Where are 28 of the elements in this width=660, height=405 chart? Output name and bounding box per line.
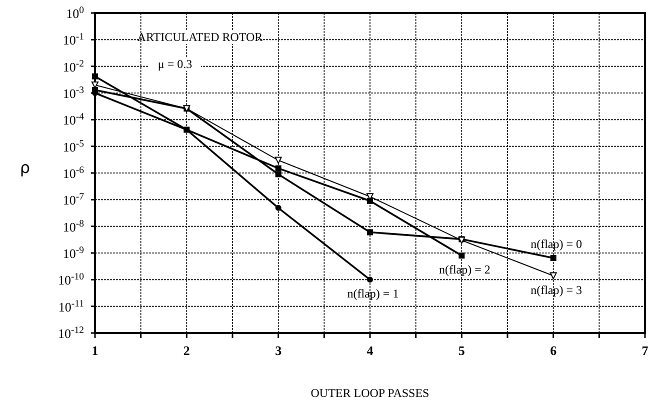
annotation: ARTICULATED ROTOR	[137, 30, 263, 44]
y-tick-label: 10$^{-5}$	[62, 138, 84, 154]
y-tick-label: 10$^{0}$	[66, 4, 84, 21]
y-tick-label: 10$^{-8}$	[62, 218, 84, 234]
y-tick-label: 10$^{-7}$	[62, 191, 84, 208]
y-tick-label: 10$^{-12}$	[58, 324, 84, 341]
y-tick-label: 10$^{-1}$	[62, 31, 84, 48]
annotation: n(flap) = 3	[530, 282, 582, 297]
y-tick-label: 10$^{-4}$	[62, 111, 84, 128]
annotation: n(flap) = 0	[530, 236, 582, 251]
y-tick-label: 10$^{-10}$	[58, 271, 84, 288]
x-tick-label: 7	[642, 343, 649, 358]
x-tick-label: 1	[92, 343, 98, 358]
y-tick-label: 10$^{-6}$	[62, 164, 84, 181]
x-axis-title: OUTER LOOP PASSES	[310, 386, 430, 400]
annotation: n(flap) = 2	[438, 262, 490, 277]
x-tick-label: 5	[458, 343, 466, 358]
y-axis-title: ρ	[20, 158, 30, 177]
x-tick-label: 3	[275, 343, 282, 358]
x-tick-label: 2	[183, 343, 190, 358]
y-tick-label: 10$^{-3}$	[62, 84, 84, 101]
x-tick-label: 4	[366, 343, 374, 358]
y-tick-label: 10$^{-2}$	[62, 58, 84, 74]
y-tick-label: 10$^{-11}$	[58, 298, 84, 314]
y-tick-label: 10$^{-9}$	[62, 244, 84, 261]
annotation: μ = 0.3	[158, 57, 192, 71]
x-tick-label: 6	[550, 343, 558, 358]
annotation: n(flap) = 1	[347, 286, 399, 301]
